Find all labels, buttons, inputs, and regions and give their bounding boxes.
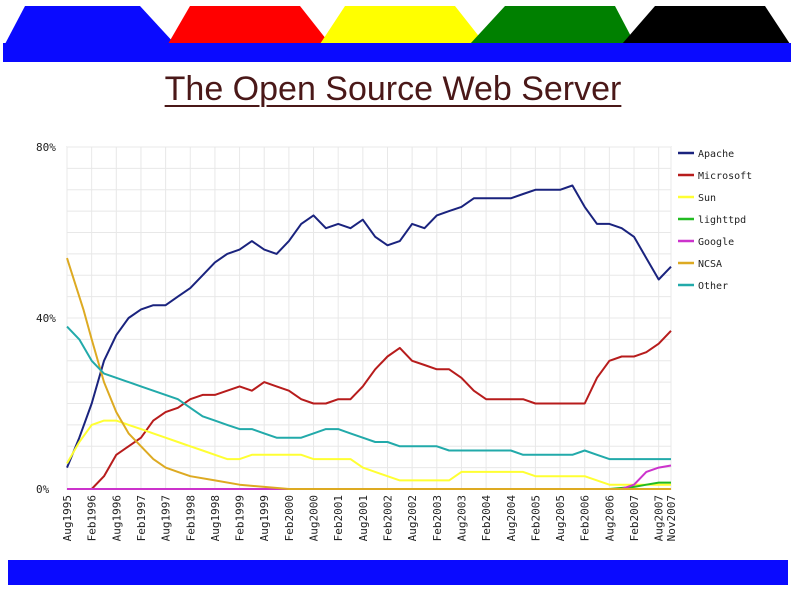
x-tick-label: Aug2001 bbox=[357, 495, 370, 541]
x-tick-label: Feb2001 bbox=[332, 495, 345, 541]
x-tick-label: Feb1998 bbox=[184, 495, 197, 541]
series-line-other bbox=[66, 325, 671, 461]
x-tick-label: Feb2005 bbox=[529, 495, 542, 541]
series-line-ncsa bbox=[66, 257, 671, 490]
x-tick-label: Aug2003 bbox=[455, 495, 468, 541]
x-tick-label: Feb2006 bbox=[579, 495, 592, 541]
legend-label-lighttpd: lighttpd bbox=[698, 215, 746, 226]
legend-label-apache: Apache bbox=[698, 149, 734, 160]
x-tick-label: Aug2002 bbox=[406, 495, 419, 541]
series-line-apache bbox=[66, 184, 672, 468]
legend-label-ncsa: NCSA bbox=[698, 259, 722, 270]
slide-title: The Open Source Web Server bbox=[0, 70, 786, 109]
x-tick-label: Feb1999 bbox=[234, 495, 247, 541]
x-tick-label: Feb2007 bbox=[628, 495, 641, 541]
x-tick-label: Aug2005 bbox=[554, 495, 567, 541]
x-tick-label: Feb2002 bbox=[381, 495, 394, 541]
x-tick-label: Nov2007 bbox=[665, 495, 678, 541]
x-tick-label: Feb2000 bbox=[283, 495, 296, 541]
series-line-sun bbox=[66, 419, 671, 486]
series-line-microsoft bbox=[67, 330, 672, 490]
server-share-line-chart: Aug1995 Feb1996 Aug1996 Feb1997 Aug1997 Feb19… bbox=[36, 141, 752, 542]
header-tab-3 bbox=[320, 6, 485, 44]
legend-label-other: Other bbox=[698, 281, 728, 292]
x-tick-label: Aug1996 bbox=[110, 495, 123, 541]
y-tick-label: 0% bbox=[36, 483, 50, 496]
x-tick-label: Feb2003 bbox=[431, 495, 444, 541]
legend-label-microsoft: Microsoft bbox=[698, 171, 752, 182]
y-tick-label: 40% bbox=[36, 312, 56, 325]
bottom-bar bbox=[8, 560, 788, 585]
x-tick-label: Aug2000 bbox=[308, 495, 321, 541]
x-tick-label: Aug2004 bbox=[505, 495, 518, 542]
legend-label-sun: Sun bbox=[698, 193, 716, 204]
header-tab-4 bbox=[470, 6, 635, 44]
x-tick-label: Aug2006 bbox=[603, 495, 616, 541]
x-tick-label: Feb2004 bbox=[480, 495, 493, 542]
header-tabs bbox=[3, 6, 791, 62]
header-tab-5 bbox=[622, 6, 790, 44]
x-tick-label: Feb1996 bbox=[86, 495, 99, 541]
x-tick-label: Feb1997 bbox=[135, 495, 148, 541]
header-tab-2 bbox=[168, 6, 330, 44]
slide-title-text: The Open Source Web Server bbox=[164, 70, 622, 108]
x-tick-label: Aug1995 bbox=[61, 495, 74, 541]
x-tick-label: Aug1999 bbox=[258, 495, 271, 541]
x-tick-label: Aug1997 bbox=[160, 495, 173, 541]
x-tick-label: Aug2007 bbox=[653, 495, 666, 541]
header-bar bbox=[3, 43, 791, 62]
y-tick-label: 80% bbox=[36, 141, 56, 154]
x-tick-label: Aug1998 bbox=[209, 495, 222, 541]
legend-label-google: Google bbox=[698, 237, 734, 248]
header-tab-1 bbox=[5, 6, 175, 44]
